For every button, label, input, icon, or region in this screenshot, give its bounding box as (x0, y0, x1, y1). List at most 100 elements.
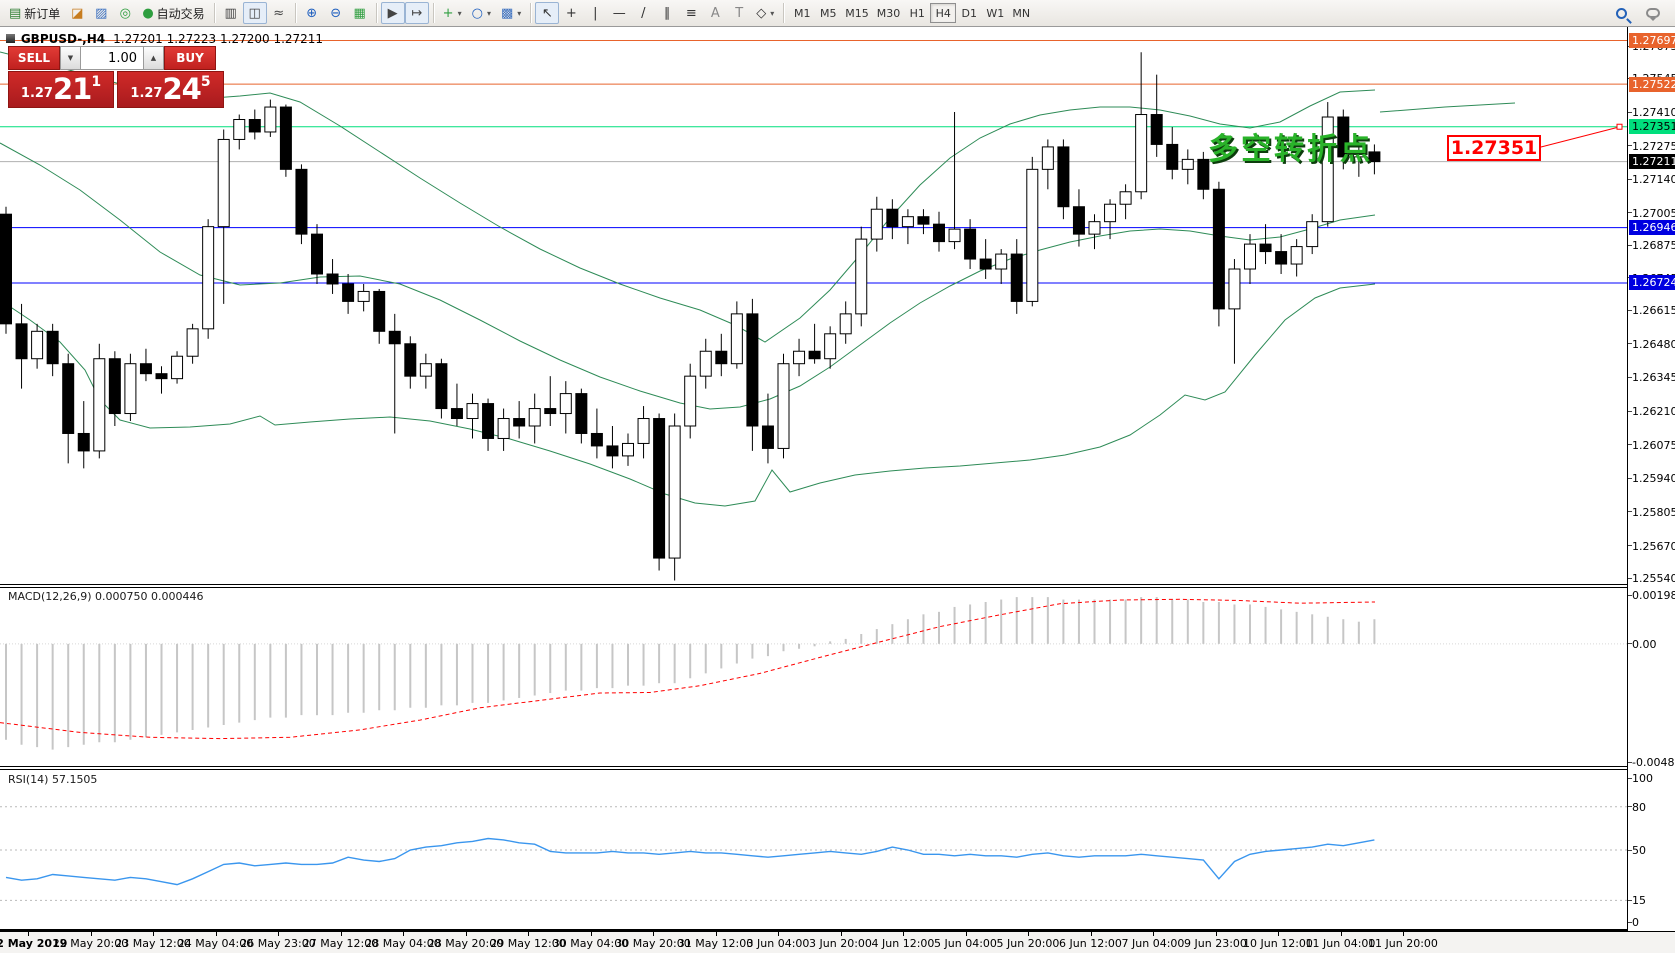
buy-price-main: 24 (162, 72, 201, 106)
scale-tick-mark (1628, 343, 1632, 345)
candle-body (1290, 246, 1303, 265)
toolbar-separator (530, 3, 532, 23)
price-chart-canvas[interactable] (0, 27, 1628, 931)
timeframe-m5[interactable]: M5 (820, 6, 837, 20)
eraser-button[interactable]: ◪ (65, 2, 89, 24)
candle-body (746, 313, 759, 427)
chart-shift-icon: ↦ (411, 5, 423, 21)
price-scale-tick: 1.27410 (1632, 106, 1675, 120)
macd-indicator-label: MACD(12,26,9) 0.000750 0.000446 (8, 590, 204, 603)
candle-body (1088, 221, 1101, 235)
time-tick-mark (215, 932, 217, 936)
periods-button[interactable]: ○ ▾ (467, 2, 496, 24)
scale-tick-mark (1628, 643, 1632, 645)
time-scale-label: 27 May 12:00 (302, 937, 379, 950)
candle-body (917, 216, 930, 225)
scale-tick-mark (1628, 477, 1632, 479)
candle-body (933, 223, 945, 243)
candle-body (699, 350, 712, 377)
price-scale-tick: 1.25670 (1632, 539, 1675, 553)
channel-button[interactable]: ∥ (655, 2, 679, 24)
candle-body (1026, 168, 1039, 302)
timeframe-m30[interactable]: M30 (876, 6, 901, 20)
candle-body (248, 119, 261, 133)
indicators-button[interactable]: + ▾ (438, 2, 467, 24)
sell-price-box[interactable]: 1.27 21 1 (8, 71, 114, 108)
trendline-button[interactable]: / (631, 2, 655, 24)
time-scale-label: 30 May 20:00 (615, 937, 691, 950)
candle-body (1197, 158, 1210, 190)
time-tick-mark (778, 932, 779, 936)
arrows-button[interactable]: ◇ ▾ (751, 2, 779, 24)
quantity-up-button[interactable]: ▲ (143, 46, 164, 70)
line-chart-button[interactable]: ≈ (267, 2, 291, 24)
text-button[interactable]: A (703, 2, 727, 24)
fibonacci-button[interactable]: ≡ (679, 2, 703, 24)
time-tick-mark (1278, 932, 1279, 936)
buy-button[interactable]: BUY (164, 46, 216, 70)
scale-tick-mark (1628, 244, 1632, 246)
toolbar-separator (783, 3, 785, 23)
price-scale-tick: 1.25805 (1632, 505, 1675, 519)
candlestick-button[interactable]: ◫ (242, 2, 267, 24)
search-button[interactable] (1609, 2, 1633, 24)
chart-collapse-icon[interactable] (6, 34, 15, 43)
candle-body (559, 393, 572, 415)
macd-scale-tick: -0.004803 (1632, 756, 1675, 769)
eraser-icon: ◪ (71, 5, 84, 21)
bar-chart-button[interactable]: ▥ (219, 2, 243, 24)
autotrading-button[interactable]: ● 自动交易 (137, 2, 209, 24)
timeframe-w1[interactable]: W1 (986, 6, 1005, 20)
main-toolbar: ▤ 新订单 ◪ ▨ ◎ ● 自动交易 ▥ ◫ ≈ ⊕ ⊖ ▦ ▶ ↦ + ▾ ○ ▾ ▩ ▾ ↖ + | — / ∥ ≡ A T ◇ ▾ M1… (0, 0, 1675, 27)
price-callout-label[interactable]: 1.27351 (1447, 135, 1541, 161)
text-label-button[interactable]: T (727, 2, 751, 24)
time-scale-label: 24 May 04:00 (177, 937, 254, 950)
auto-scroll-button[interactable]: ▶ (380, 2, 405, 24)
timeframe-m15[interactable]: M15 (845, 6, 869, 20)
tile-windows-button[interactable]: ▦ (348, 2, 372, 24)
price-scale[interactable]: 1.276751.275451.274101.272751.271401.270… (1628, 27, 1675, 931)
quantity-down-button[interactable]: ▼ (60, 46, 81, 70)
templates-button[interactable]: ▩ ▾ (496, 2, 526, 24)
crosshair-button[interactable]: + (559, 2, 583, 24)
horizontal-line-button[interactable]: — (607, 2, 631, 24)
buy-price-box[interactable]: 1.27 24 5 (117, 71, 224, 108)
candle-body (777, 363, 790, 449)
bollinger-upper-band (0, 51, 1376, 343)
price-level-badge: 1.27522 (1629, 76, 1675, 92)
ohlc-values: 1.27201 1.27223 1.27200 1.27211 (113, 32, 324, 46)
zoom-out-button[interactable]: ⊖ (324, 2, 348, 24)
new-window-button[interactable]: ▨ (89, 2, 113, 24)
vertical-line-button[interactable]: | (583, 2, 607, 24)
symbol-period-label: GBPUSD-,H4 (20, 32, 106, 46)
quantity-input[interactable] (81, 46, 143, 70)
signals-button[interactable]: ◎ (113, 2, 137, 24)
candle-body (15, 323, 28, 360)
sell-button[interactable]: SELL (8, 46, 60, 70)
chat-button[interactable] (1641, 2, 1665, 24)
line-chart-icon: ≈ (273, 5, 285, 21)
candle-body (279, 106, 292, 170)
chevron-down-icon: ▾ (457, 8, 462, 18)
timeframe-mn[interactable]: MN (1012, 6, 1031, 20)
rsi-scale-tick: 100 (1632, 772, 1653, 785)
bollinger-lower-band (0, 283, 1376, 507)
new-order-button[interactable]: ▤ 新订单 (4, 2, 65, 24)
timeframe-h4[interactable]: H4 (930, 3, 957, 23)
zoom-in-button[interactable]: ⊕ (300, 2, 324, 24)
timeframe-d1[interactable]: D1 (961, 6, 978, 20)
candle-body (528, 408, 541, 427)
timeframe-m1[interactable]: M1 (794, 6, 811, 20)
price-level-badge: 1.27351 (1629, 119, 1675, 135)
candle-body (1212, 188, 1225, 310)
cursor-button[interactable]: ↖ (535, 2, 560, 24)
toolbar-separator (294, 3, 296, 23)
indicators-icon: + (442, 5, 454, 21)
chart-title: GBPUSD-,H4 1.27201 1.27223 1.27200 1.272… (6, 32, 323, 46)
price-scale-tick: 1.26615 (1632, 304, 1675, 318)
chart-shift-button[interactable]: ↦ (404, 2, 429, 24)
candle-body (186, 328, 199, 357)
timeframe-h1[interactable]: H1 (909, 6, 925, 20)
